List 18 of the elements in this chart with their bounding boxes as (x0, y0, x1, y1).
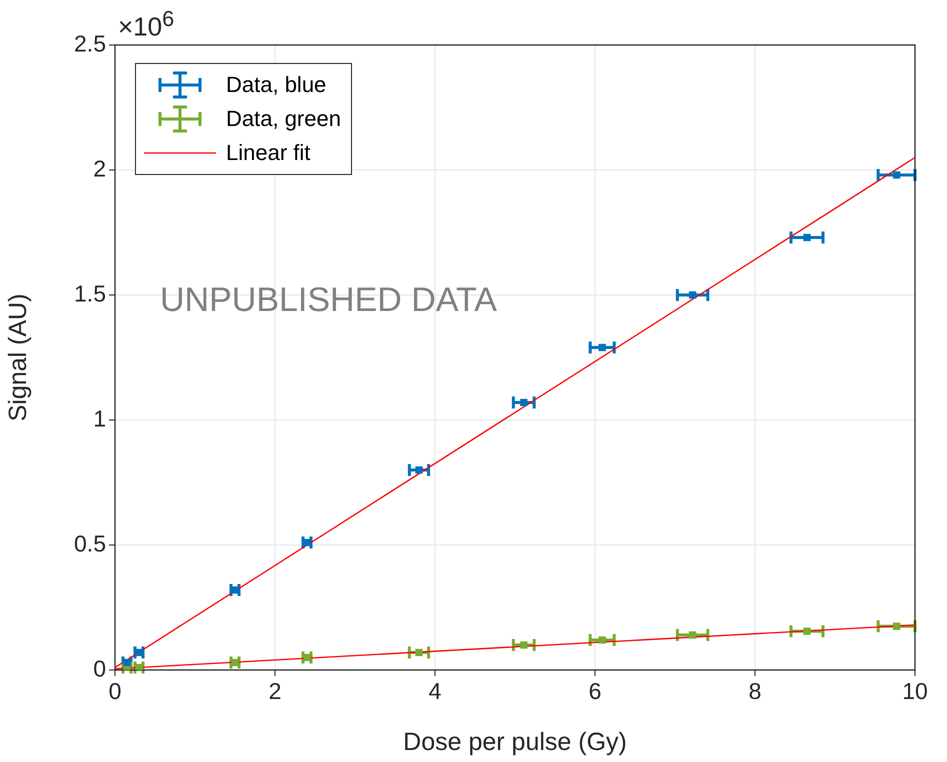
legend-label: Data, green (226, 106, 341, 132)
x-tick-label: 4 (428, 678, 442, 704)
text: ×10$^{6}$ (118, 6, 174, 42)
x-tick-label: 2 (268, 678, 282, 704)
y-axis-title: Signal (AU) (4, 294, 32, 422)
y-tick-label: 1.5 (74, 280, 106, 306)
y-tick-label: 1 (93, 405, 106, 432)
y-tick-label: 0 (93, 655, 106, 682)
y-tick-label: 2 (93, 155, 106, 182)
x-tick-label: 6 (588, 678, 602, 704)
x-axis-title: Dose per pulse (Gy) (403, 728, 627, 756)
annotation: UNPUBLISHED DATA (160, 281, 497, 319)
legend-label: Linear fit (226, 140, 310, 166)
x-tick-label: 8 (748, 678, 762, 704)
x-tick-label: 10 (902, 678, 928, 704)
y-tick-label: 0.5 (74, 530, 106, 556)
y-tick-label: 2.5 (74, 30, 106, 56)
legend-label: Data, blue (226, 72, 326, 98)
